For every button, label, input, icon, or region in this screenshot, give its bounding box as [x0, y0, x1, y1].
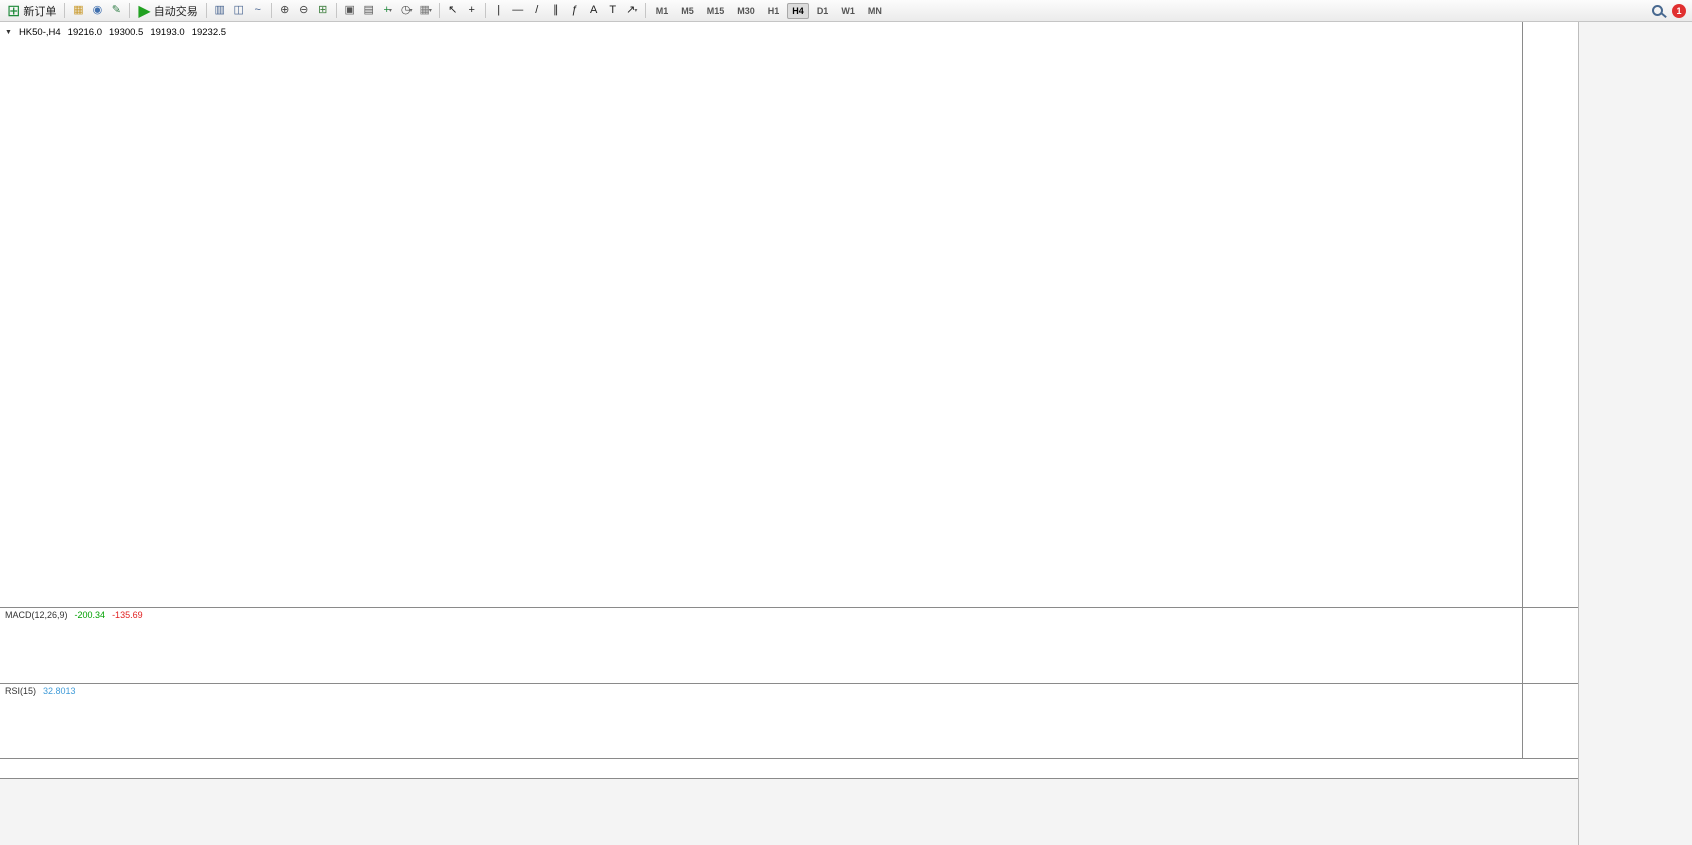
autotrading-button[interactable]: ▶ 自动交易	[134, 0, 201, 23]
rsi-label: RSI(15)	[5, 686, 37, 696]
autotrading-glyph-icon: ▶	[138, 2, 151, 20]
chart-dropdown-icon[interactable]: ▼	[5, 29, 12, 36]
timeframe-mn-button[interactable]: MN	[867, 5, 882, 16]
zoom-in-icon[interactable]: ⊕	[276, 3, 294, 19]
metaeditor-glyph-icon: ✎	[111, 4, 122, 16]
line-chart-icon[interactable]: ~	[249, 3, 267, 19]
cursor-glyph-icon: ↖	[448, 4, 458, 16]
profiles-glyph-icon: ◉	[92, 4, 103, 16]
horizontal-line-icon[interactable]: —	[509, 3, 527, 19]
new-order-button[interactable]: ⊞ 新订单	[3, 0, 60, 23]
text-icon[interactable]: A	[585, 3, 603, 19]
tile-windows-icon[interactable]: ⊞	[314, 3, 332, 19]
crosshair-icon[interactable]: +	[463, 3, 481, 19]
timeframe-m1-button[interactable]: M1	[655, 5, 669, 16]
macd-signal-value: -135.69	[112, 610, 143, 620]
toolbar-separator	[64, 3, 66, 18]
right-panel-area	[1578, 22, 1692, 845]
templates-dropdown-arrow-icon: ▾	[428, 7, 432, 14]
ohlc-low: 19193.0	[150, 27, 185, 38]
timeframe-d1-button[interactable]: D1	[816, 5, 829, 16]
chart-canvas[interactable]	[0, 22, 1578, 778]
ohlc-high: 19300.5	[109, 27, 144, 38]
vertical-line-icon[interactable]: |	[490, 3, 508, 19]
timeframe-m30-button[interactable]: M30	[737, 5, 755, 16]
notifications-badge[interactable]: 1	[1672, 3, 1686, 18]
text-label-glyph-icon: T	[609, 4, 617, 16]
search-icon[interactable]	[1652, 5, 1663, 16]
new-order-label: 新订单	[23, 5, 57, 18]
charts-glyph-icon: ▦	[73, 4, 84, 16]
timeframe-m5-button[interactable]: M5	[681, 5, 694, 16]
indicators-icon[interactable]: + ▾	[379, 3, 397, 19]
toolbar-separator	[484, 3, 486, 18]
auto-arrange-glyph-icon: ▣	[344, 4, 355, 16]
trendline-glyph-icon: /	[535, 4, 539, 16]
bar-chart-icon[interactable]: ▥	[211, 3, 229, 19]
candlestick-chart-icon[interactable]: ◫	[230, 3, 248, 19]
cursor-icon[interactable]: ↖	[444, 3, 462, 19]
macd-label: MACD(12,26,9)	[5, 610, 68, 620]
periods-icon[interactable]: ◷ ▾	[398, 3, 416, 19]
macd-main-value: -200.34	[74, 610, 106, 620]
indicators-glyph-icon: +	[383, 4, 390, 16]
metaeditor-icon[interactable]: ✎	[107, 3, 125, 19]
equidistant-channel-icon[interactable]: ∥	[547, 3, 565, 19]
timeframe-h4-button[interactable]: H4	[787, 2, 809, 19]
text-glyph-icon: A	[590, 4, 598, 16]
chart-shift-glyph-icon: ▤	[363, 4, 374, 16]
arrows-dropdown-arrow-icon: ▾	[634, 7, 638, 14]
fibonacci-glyph-icon: ƒ	[571, 4, 578, 16]
timeframe-m15-button[interactable]: M15	[706, 5, 725, 16]
periods-dropdown-arrow-icon: ▾	[409, 7, 413, 14]
timeframe-h1-button[interactable]: H1	[767, 5, 780, 16]
rsi-indicator-header: RSI(15) 32.8013	[5, 686, 76, 696]
equidistant-channel-glyph-icon: ∥	[552, 4, 559, 16]
zoom-in-glyph-icon: ⊕	[280, 4, 290, 16]
arrows-glyph-icon: ↗	[626, 4, 636, 16]
toolbar-separator	[270, 3, 272, 18]
bar-chart-glyph-icon: ▥	[214, 4, 225, 16]
arrows-icon[interactable]: ↗ ▾	[623, 3, 641, 19]
vertical-line-glyph-icon: |	[497, 4, 501, 16]
zoom-out-icon[interactable]: ⊖	[295, 3, 313, 19]
window-bottom-area	[0, 779, 1578, 845]
macd-indicator-header: MACD(12,26,9) -200.34 -135.69	[5, 610, 143, 620]
timeframe-w1-button[interactable]: W1	[841, 5, 855, 16]
templates-glyph-icon: ▦	[419, 4, 430, 16]
templates-icon[interactable]: ▦ ▾	[417, 3, 435, 19]
chart-shift-icon[interactable]: ▤	[360, 3, 378, 19]
zoom-out-glyph-icon: ⊖	[299, 4, 309, 16]
ohlc-close: 19232.5	[191, 27, 227, 38]
rsi-value: 32.8013	[43, 686, 76, 696]
toolbar-separator	[129, 3, 131, 18]
ohlc-open: 19216.0	[67, 27, 102, 38]
candlestick-chart-glyph-icon: ◫	[233, 4, 244, 16]
horizontal-line-glyph-icon: —	[512, 4, 524, 16]
toolbar-separator	[205, 3, 207, 18]
auto-arrange-icon[interactable]: ▣	[341, 3, 359, 19]
profiles-icon[interactable]: ◉	[88, 3, 106, 19]
toolbar-separator	[438, 3, 440, 18]
trendline-icon[interactable]: /	[528, 3, 546, 19]
tile-windows-glyph-icon: ⊞	[318, 4, 328, 16]
indicators-dropdown-arrow-icon: ▾	[388, 7, 392, 14]
toolbar: ⊞ 新订单 ▦ ◉ ✎ ▶ 自动交易 ▥ ◫ ~ ⊕ ⊖ ⊞ ▣ ▤ + ▾ ◷ ▾ ▦ ▾ ↖ + | — / ∥ ƒ A T ↗ ▾ M1 M…	[0, 0, 1692, 22]
new-order-glyph-icon: ⊞	[7, 2, 21, 20]
text-label-icon[interactable]: T	[604, 3, 622, 19]
crosshair-glyph-icon: +	[468, 4, 475, 16]
charts-icon[interactable]: ▦	[69, 3, 87, 19]
line-chart-glyph-icon: ~	[254, 4, 261, 16]
fibonacci-icon[interactable]: ƒ	[566, 3, 584, 19]
toolbar-separator	[335, 3, 337, 18]
periods-glyph-icon: ◷	[400, 4, 411, 16]
chart-info-header: ▼ HK50-,H4 19216.0 19300.5 19193.0 19232…	[5, 27, 226, 38]
symbol-timeframe-label: HK50-,H4	[18, 27, 61, 38]
toolbar-separator	[644, 3, 646, 18]
autotrading-label: 自动交易	[153, 5, 198, 18]
